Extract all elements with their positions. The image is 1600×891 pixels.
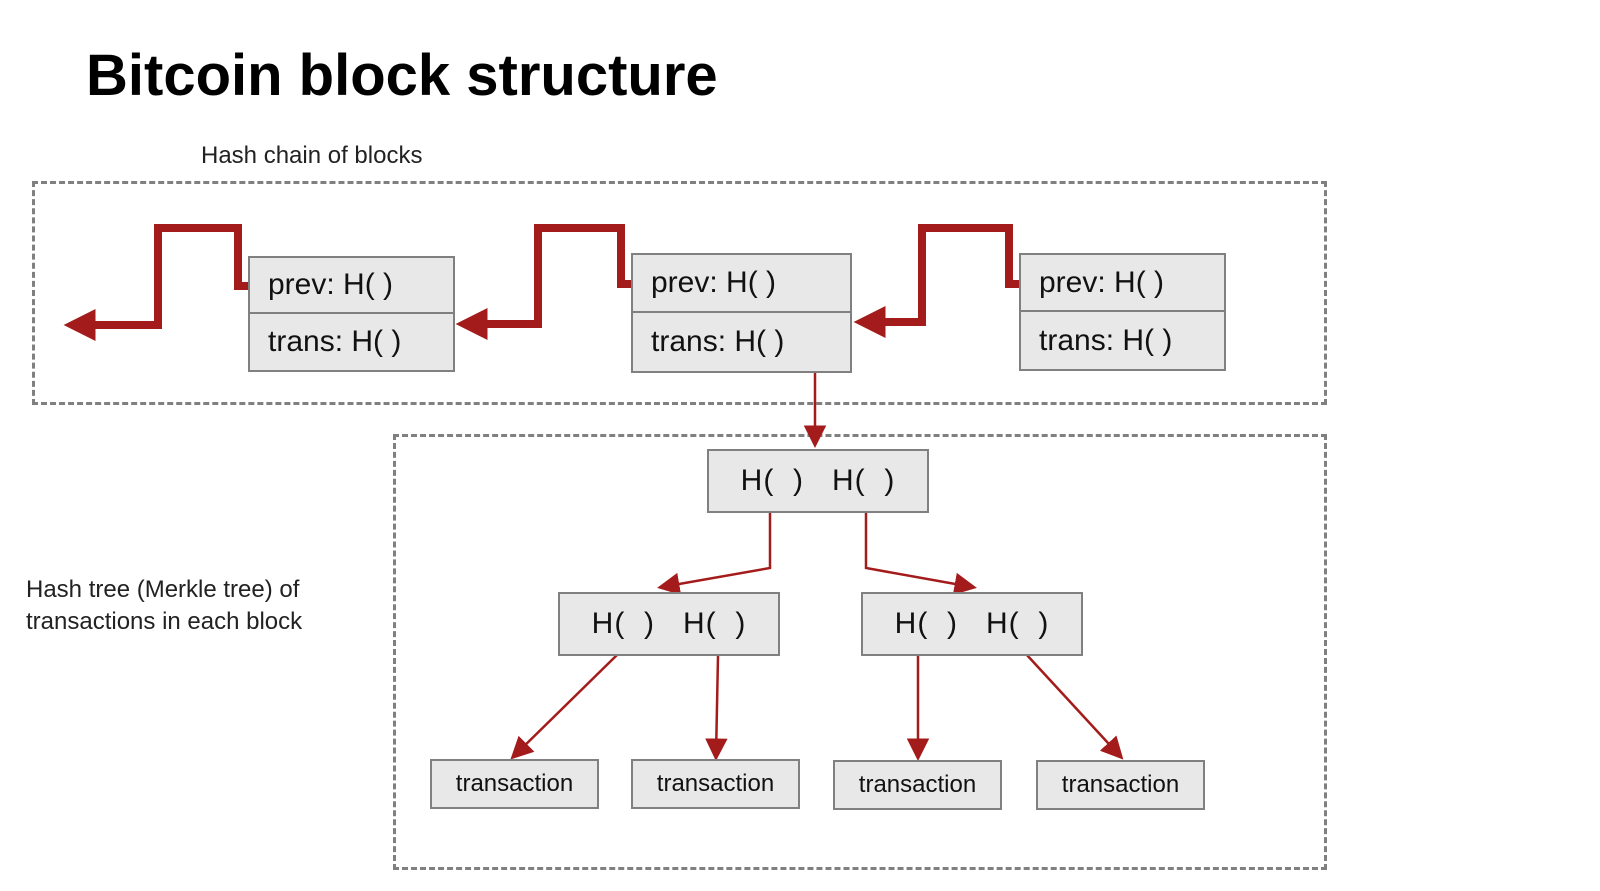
page-title: Bitcoin block structure — [86, 42, 718, 109]
block-trans-cell: trans: H( ) — [248, 314, 455, 372]
tree-node-right: H( ) H( ) — [861, 592, 1083, 656]
tree-node-root: H( ) H( ) — [707, 449, 929, 513]
block-trans-cell: trans: H( ) — [1019, 312, 1226, 371]
tree-leaf: transaction — [631, 759, 800, 809]
block-prev-cell: prev: H( ) — [248, 256, 455, 314]
block-prev-cell: prev: H( ) — [631, 253, 852, 313]
block-node: prev: H( )trans: H( ) — [631, 253, 852, 373]
tree-node-left: H( ) H( ) — [558, 592, 780, 656]
tree-leaf: transaction — [430, 759, 599, 809]
tree-leaf: transaction — [1036, 760, 1205, 810]
merkle-tree-label: Hash tree (Merkle tree) of transactions … — [26, 574, 302, 639]
block-trans-cell: trans: H( ) — [631, 313, 852, 373]
block-node: prev: H( )trans: H( ) — [248, 256, 455, 372]
diagram-canvas: Bitcoin block structure Hash chain of bl… — [0, 0, 1600, 891]
block-node: prev: H( )trans: H( ) — [1019, 253, 1226, 371]
tree-leaf: transaction — [833, 760, 1002, 810]
hash-chain-label: Hash chain of blocks — [201, 140, 422, 172]
block-prev-cell: prev: H( ) — [1019, 253, 1226, 312]
